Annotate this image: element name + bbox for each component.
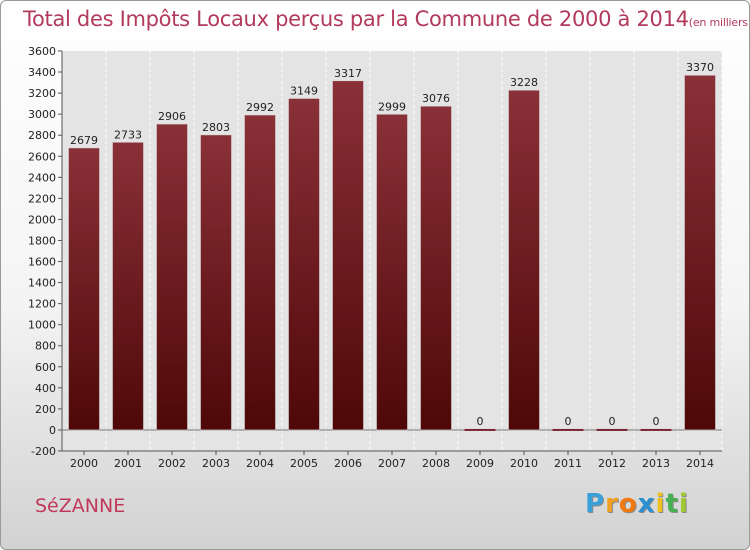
x-tick-label: 2005 bbox=[290, 457, 318, 470]
x-tick-label: 2002 bbox=[158, 457, 186, 470]
bar-value-label: 0 bbox=[477, 415, 484, 428]
bar bbox=[684, 74, 716, 431]
x-tick-label: 2004 bbox=[246, 457, 274, 470]
commune-name: SéZANNE bbox=[35, 495, 126, 517]
y-tick-label: 3400 bbox=[28, 66, 56, 79]
x-tick-label: 2014 bbox=[686, 457, 714, 470]
x-tick-label: 2009 bbox=[466, 457, 494, 470]
bar bbox=[200, 134, 232, 431]
logo-letter: t bbox=[665, 489, 679, 519]
x-tick-label: 2010 bbox=[510, 457, 538, 470]
y-tick-label: 200 bbox=[35, 403, 56, 416]
bar-value-label: 3149 bbox=[290, 84, 318, 97]
x-tick-label: 2003 bbox=[202, 457, 230, 470]
y-tick-label: 1200 bbox=[28, 298, 56, 311]
bar bbox=[156, 123, 188, 431]
y-tick-label: 0 bbox=[49, 424, 56, 437]
x-tick-label: 2007 bbox=[378, 457, 406, 470]
y-tick-label: 2800 bbox=[28, 129, 56, 142]
bar bbox=[508, 89, 540, 431]
bars bbox=[68, 74, 716, 431]
bar-value-label: 2679 bbox=[70, 134, 98, 147]
chart-unit-note: (en milliers d'€) bbox=[688, 16, 749, 29]
bar-value-label: 2999 bbox=[378, 100, 406, 113]
bar-value-label: 2906 bbox=[158, 110, 186, 123]
bar-value-label: 3228 bbox=[510, 76, 538, 89]
logo-letter: i bbox=[655, 489, 666, 519]
y-tick-label: 1000 bbox=[28, 319, 56, 332]
y-tick-label: 400 bbox=[35, 382, 56, 395]
value-labels: 2679 2733 2906 2803 2992 3149 3317 2999 3076 0 322… bbox=[70, 61, 714, 428]
bar bbox=[552, 428, 584, 431]
y-tick-label: 2600 bbox=[28, 150, 56, 163]
logo-letter: o bbox=[618, 489, 638, 519]
bar-value-label: 0 bbox=[565, 415, 572, 428]
chart-title: Total des Impôts Locaux perçus par la Co… bbox=[23, 7, 689, 31]
x-tick-label: 2013 bbox=[642, 457, 670, 470]
y-tick-label: 3000 bbox=[28, 108, 56, 121]
bar-value-label: 3076 bbox=[422, 92, 450, 105]
bar-value-label: 2803 bbox=[202, 121, 230, 134]
y-tick-label: 600 bbox=[35, 361, 56, 374]
y-tick-label: 2400 bbox=[28, 171, 56, 184]
y-tick-label: -200 bbox=[31, 445, 56, 458]
bar bbox=[332, 80, 364, 431]
bar-value-label: 3317 bbox=[334, 67, 362, 80]
bar bbox=[244, 114, 276, 431]
y-tick-label: 1600 bbox=[28, 256, 56, 269]
proxiti-logo: Proxiti bbox=[585, 489, 689, 519]
y-tick-label: 1800 bbox=[28, 234, 56, 247]
y-tick-label: 1400 bbox=[28, 277, 56, 290]
bar bbox=[464, 428, 496, 431]
bar bbox=[420, 105, 452, 431]
bar bbox=[596, 428, 628, 431]
chart-title-block: Total des Impôts Locaux perçus par la Co… bbox=[23, 7, 749, 31]
x-tick-label: 2011 bbox=[554, 457, 582, 470]
bar bbox=[112, 141, 144, 431]
bar bbox=[288, 98, 320, 431]
y-tick-label: 3200 bbox=[28, 87, 56, 100]
grid-lines bbox=[61, 51, 723, 451]
logo-letter: x bbox=[637, 489, 656, 519]
bar-value-label: 3370 bbox=[686, 61, 714, 74]
y-axis: -200 0 200 400 600 800 1000 1200 1400 1600 1800 200… bbox=[28, 45, 63, 458]
bar-value-label: 2733 bbox=[114, 128, 142, 141]
bar-value-label: 0 bbox=[653, 415, 660, 428]
x-tick-label: 2006 bbox=[334, 457, 362, 470]
y-tick-label: 2200 bbox=[28, 192, 56, 205]
y-tick-label: 2000 bbox=[28, 213, 56, 226]
x-tick-label: 2001 bbox=[114, 457, 142, 470]
y-tick-label: 3600 bbox=[28, 45, 56, 58]
logo-letter: i bbox=[678, 489, 689, 519]
x-tick-label: 2012 bbox=[598, 457, 626, 470]
bar bbox=[376, 113, 408, 431]
x-tick-label: 2000 bbox=[70, 457, 98, 470]
bar-value-label: 0 bbox=[609, 415, 616, 428]
x-tick-label: 2008 bbox=[422, 457, 450, 470]
logo-letter: P bbox=[585, 489, 606, 519]
logo-letter: r bbox=[605, 489, 619, 519]
y-tick-label: 800 bbox=[35, 340, 56, 353]
bar bbox=[640, 428, 672, 431]
bar bbox=[68, 147, 100, 431]
bar-value-label: 2992 bbox=[246, 101, 274, 114]
